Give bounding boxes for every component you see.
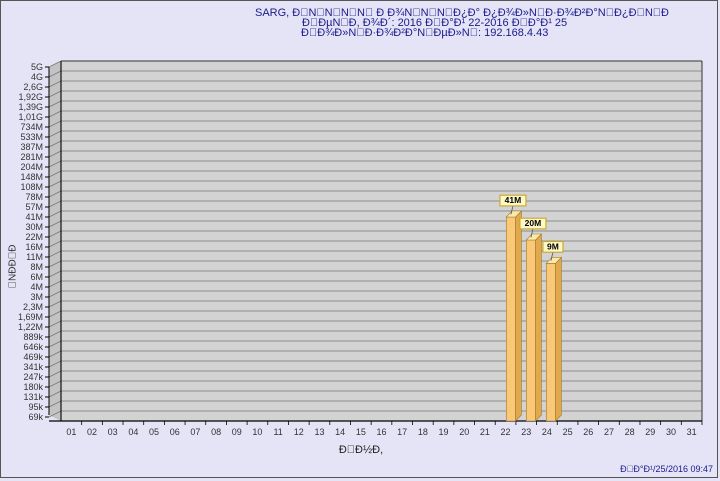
svg-text:469k: 469k xyxy=(23,352,43,362)
svg-text:1,22M: 1,22M xyxy=(18,322,43,332)
svg-text:646k: 646k xyxy=(23,342,43,352)
svg-text:3M: 3M xyxy=(30,292,43,302)
svg-text:889k: 889k xyxy=(23,332,43,342)
svg-text:108M: 108M xyxy=(20,182,43,192)
svg-text:03: 03 xyxy=(108,427,118,437)
svg-text:4M: 4M xyxy=(30,282,43,292)
svg-text:16: 16 xyxy=(376,427,386,437)
svg-text:5G: 5G xyxy=(31,62,43,72)
svg-text:11: 11 xyxy=(273,427,282,437)
svg-text:41M: 41M xyxy=(505,195,522,205)
svg-text:281M: 281M xyxy=(20,152,43,162)
svg-text:20M: 20M xyxy=(525,218,542,228)
svg-text:07: 07 xyxy=(190,427,200,437)
svg-text:78M: 78M xyxy=(25,192,43,202)
svg-text:20: 20 xyxy=(459,427,469,437)
svg-text:29: 29 xyxy=(645,427,655,437)
svg-text:10: 10 xyxy=(252,427,262,437)
svg-text:21: 21 xyxy=(480,427,490,437)
svg-text:12: 12 xyxy=(294,427,304,437)
svg-text:22: 22 xyxy=(501,427,511,437)
svg-text:13: 13 xyxy=(314,427,324,437)
svg-text:08: 08 xyxy=(211,427,221,437)
svg-text:11M: 11M xyxy=(26,252,43,262)
svg-text:341k: 341k xyxy=(23,362,43,372)
svg-text:1,39G: 1,39G xyxy=(18,102,43,112)
svg-text:204M: 204M xyxy=(20,162,43,172)
svg-text:2,3M: 2,3M xyxy=(23,302,43,312)
svg-text:04: 04 xyxy=(128,427,138,437)
svg-text:16M: 16M xyxy=(25,242,43,252)
svg-text:26: 26 xyxy=(583,427,593,437)
svg-text:9M: 9M xyxy=(547,241,559,251)
svg-text:1,01G: 1,01G xyxy=(18,112,43,122)
svg-text:14: 14 xyxy=(335,427,345,437)
svg-text:387M: 387M xyxy=(20,142,43,152)
svg-text:2,6G: 2,6G xyxy=(23,82,43,92)
svg-text:28: 28 xyxy=(625,427,635,437)
svg-text:57M: 57M xyxy=(25,202,43,212)
svg-text:19: 19 xyxy=(439,427,449,437)
svg-text:18: 18 xyxy=(418,427,428,437)
svg-text:22M: 22M xyxy=(25,232,43,242)
svg-text:41M: 41M xyxy=(25,212,43,222)
svg-text:148M: 148M xyxy=(20,172,43,182)
svg-text:15: 15 xyxy=(356,427,366,437)
svg-text:8M: 8M xyxy=(30,262,43,272)
svg-text:6M: 6M xyxy=(30,272,43,282)
svg-text:69k: 69k xyxy=(28,412,43,422)
svg-text:533M: 533M xyxy=(20,132,43,142)
svg-text:05: 05 xyxy=(149,427,159,437)
svg-text:25: 25 xyxy=(563,427,573,437)
svg-text:17: 17 xyxy=(397,427,407,437)
svg-text:131k: 131k xyxy=(23,392,43,402)
svg-text:1,69M: 1,69M xyxy=(18,312,43,322)
svg-text:734M: 734M xyxy=(20,122,43,132)
svg-text:180k: 180k xyxy=(23,382,43,392)
svg-text:95k: 95k xyxy=(28,402,43,412)
svg-text:01: 01 xyxy=(66,427,76,437)
svg-text:30: 30 xyxy=(666,427,676,437)
svg-text:31: 31 xyxy=(687,427,697,437)
svg-text:27: 27 xyxy=(604,427,614,437)
svg-text:24: 24 xyxy=(542,427,552,437)
svg-text:4G: 4G xyxy=(31,72,43,82)
svg-text:02: 02 xyxy=(87,427,97,437)
svg-text:247k: 247k xyxy=(23,372,43,382)
svg-text:09: 09 xyxy=(232,427,242,437)
svg-text:23: 23 xyxy=(521,427,531,437)
svg-text:06: 06 xyxy=(170,427,180,437)
svg-text:30M: 30M xyxy=(25,222,43,232)
svg-text:1,92G: 1,92G xyxy=(18,92,43,102)
